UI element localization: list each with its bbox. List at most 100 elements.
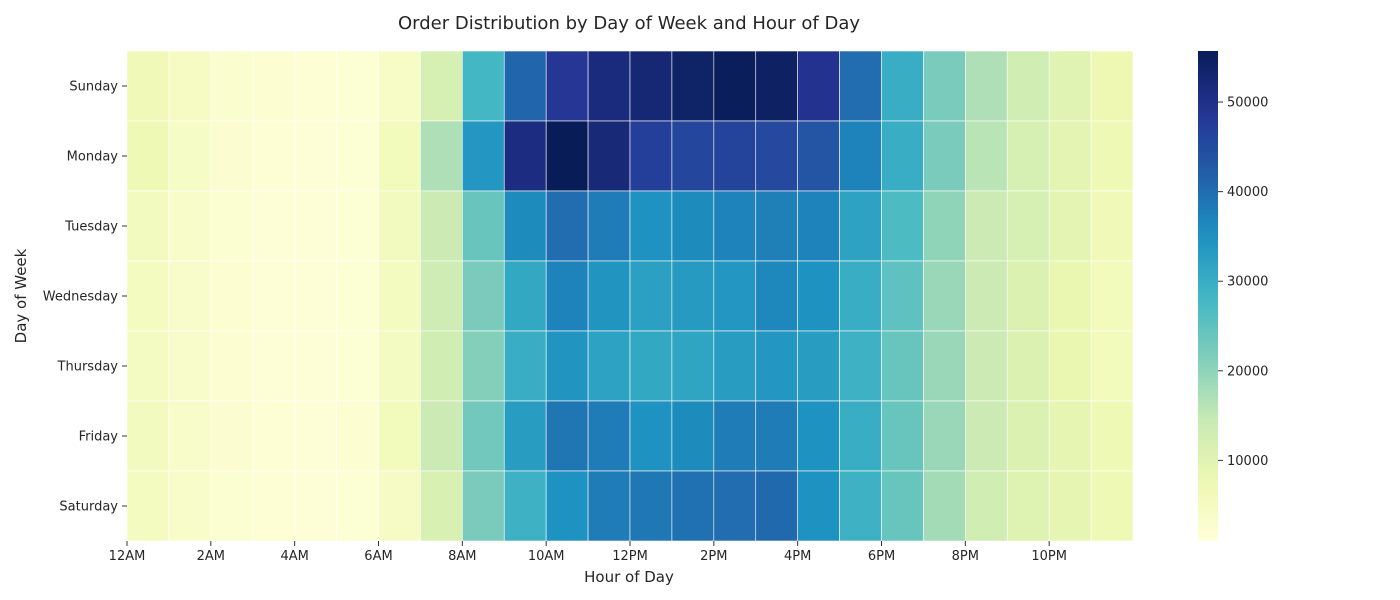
heatmap-cell [336,190,379,262]
heatmap-cell [755,190,798,262]
heatmap-cell [252,190,295,262]
heatmap-cell [713,400,757,472]
heatmap-cell [378,120,421,192]
heatmap-cell [629,190,673,262]
heatmap-cell [210,190,254,262]
colorbar-ticks: 10000 20000 30000 40000 50000 [1218,96,1268,469]
heatmap-cell [839,50,882,122]
heatmap-cell [965,260,1008,332]
heatmap-cell [545,400,589,472]
heatmap-cell [503,120,547,192]
heatmap-cell [587,120,631,192]
heatmap-cell [797,260,840,332]
heatmap-cell [336,50,379,122]
heatmap-cell [797,190,840,262]
heatmap-cell [1006,400,1050,472]
heatmap-cell [713,330,757,402]
heatmap-cell [1090,260,1134,332]
heatmap-cell [1006,330,1050,402]
heatmap-cell [1048,330,1092,402]
heatmap-cell [420,470,463,542]
heatmap-cell [294,120,337,192]
heatmap-cells [126,50,1134,542]
heatmap-cell [462,400,505,472]
heatmap-cell [671,330,715,402]
heatmap-cell [336,400,379,472]
heatmap-cell [1048,50,1092,122]
x-tick-label: 2PM [700,549,727,564]
heatmap-cell [378,400,421,472]
x-tick-label: 4PM [784,549,811,564]
heatmap-cell [1090,120,1134,192]
heatmap-cell [965,50,1008,122]
heatmap-cell [168,260,212,332]
heatmap-cell [671,260,715,332]
heatmap-cell [923,190,966,262]
heatmap-cell [587,470,631,542]
heatmap-cell [168,50,212,122]
heatmap-cell [713,470,757,542]
heatmap-cell [168,330,212,402]
heatmap-cell [462,50,505,122]
heatmap-cell [294,400,337,472]
heatmap-cell [755,400,798,472]
heatmap-cell [252,50,295,122]
heatmap-cell [126,120,170,192]
y-tick-label: Wednesday [43,290,119,305]
heatmap-cell [881,120,924,192]
heatmap-cell [378,190,421,262]
heatmap-cell [713,50,757,122]
heatmap-cell [462,120,505,192]
heatmap-cell [294,260,337,332]
y-tick-label: Sunday [69,80,118,95]
x-tick-label: 10AM [528,549,565,564]
colorbar-tick-label: 10000 [1227,454,1268,469]
heatmap-cell [168,400,212,472]
heatmap-cell [965,470,1008,542]
x-tick-label: 8PM [952,549,979,564]
x-tick-label: 6AM [364,549,392,564]
heatmap-cell [629,330,673,402]
heatmap-cell [252,120,295,192]
x-tick-label: 2AM [197,549,225,564]
heatmap-cell [839,400,882,472]
heatmap-cell [420,120,463,192]
colorbar-tick-label: 20000 [1227,364,1268,379]
heatmap-cell [1006,470,1050,542]
heatmap-cell [503,470,547,542]
heatmap-cell [545,330,589,402]
heatmap-cell [126,400,170,472]
heatmap-cell [671,120,715,192]
heatmap-cell [336,330,379,402]
heatmap-cell [629,470,673,542]
heatmap-cell [797,330,840,402]
heatmap-cell [839,120,882,192]
heatmap-cell [1006,260,1050,332]
heatmap-cell [797,400,840,472]
heatmap-cell [294,50,337,122]
x-axis-label: Hour of Day [584,568,674,586]
heatmap-cell [923,400,966,472]
heatmap-cell [420,260,463,332]
y-tick-label: Friday [79,430,119,445]
y-tick-label: Tuesday [64,220,118,235]
heatmap-cell [1048,260,1092,332]
heatmap-cell [587,400,631,472]
heatmap-cell [336,260,379,332]
heatmap-cell [965,400,1008,472]
heatmap-cell [671,400,715,472]
heatmap-cell [1048,400,1092,472]
heatmap-cell [126,190,170,262]
chart-title: Order Distribution by Day of Week and Ho… [398,13,860,34]
heatmap-cell [629,120,673,192]
heatmap-cell [839,190,882,262]
heatmap-cell [168,120,212,192]
heatmap-cell [881,260,924,332]
heatmap-cell [1090,470,1134,542]
heatmap-cell [587,330,631,402]
heatmap-cell [839,260,882,332]
heatmap-cell [671,190,715,262]
heatmap-cell [1090,400,1134,472]
heatmap-cell [671,470,715,542]
heatmap-cell [713,120,757,192]
